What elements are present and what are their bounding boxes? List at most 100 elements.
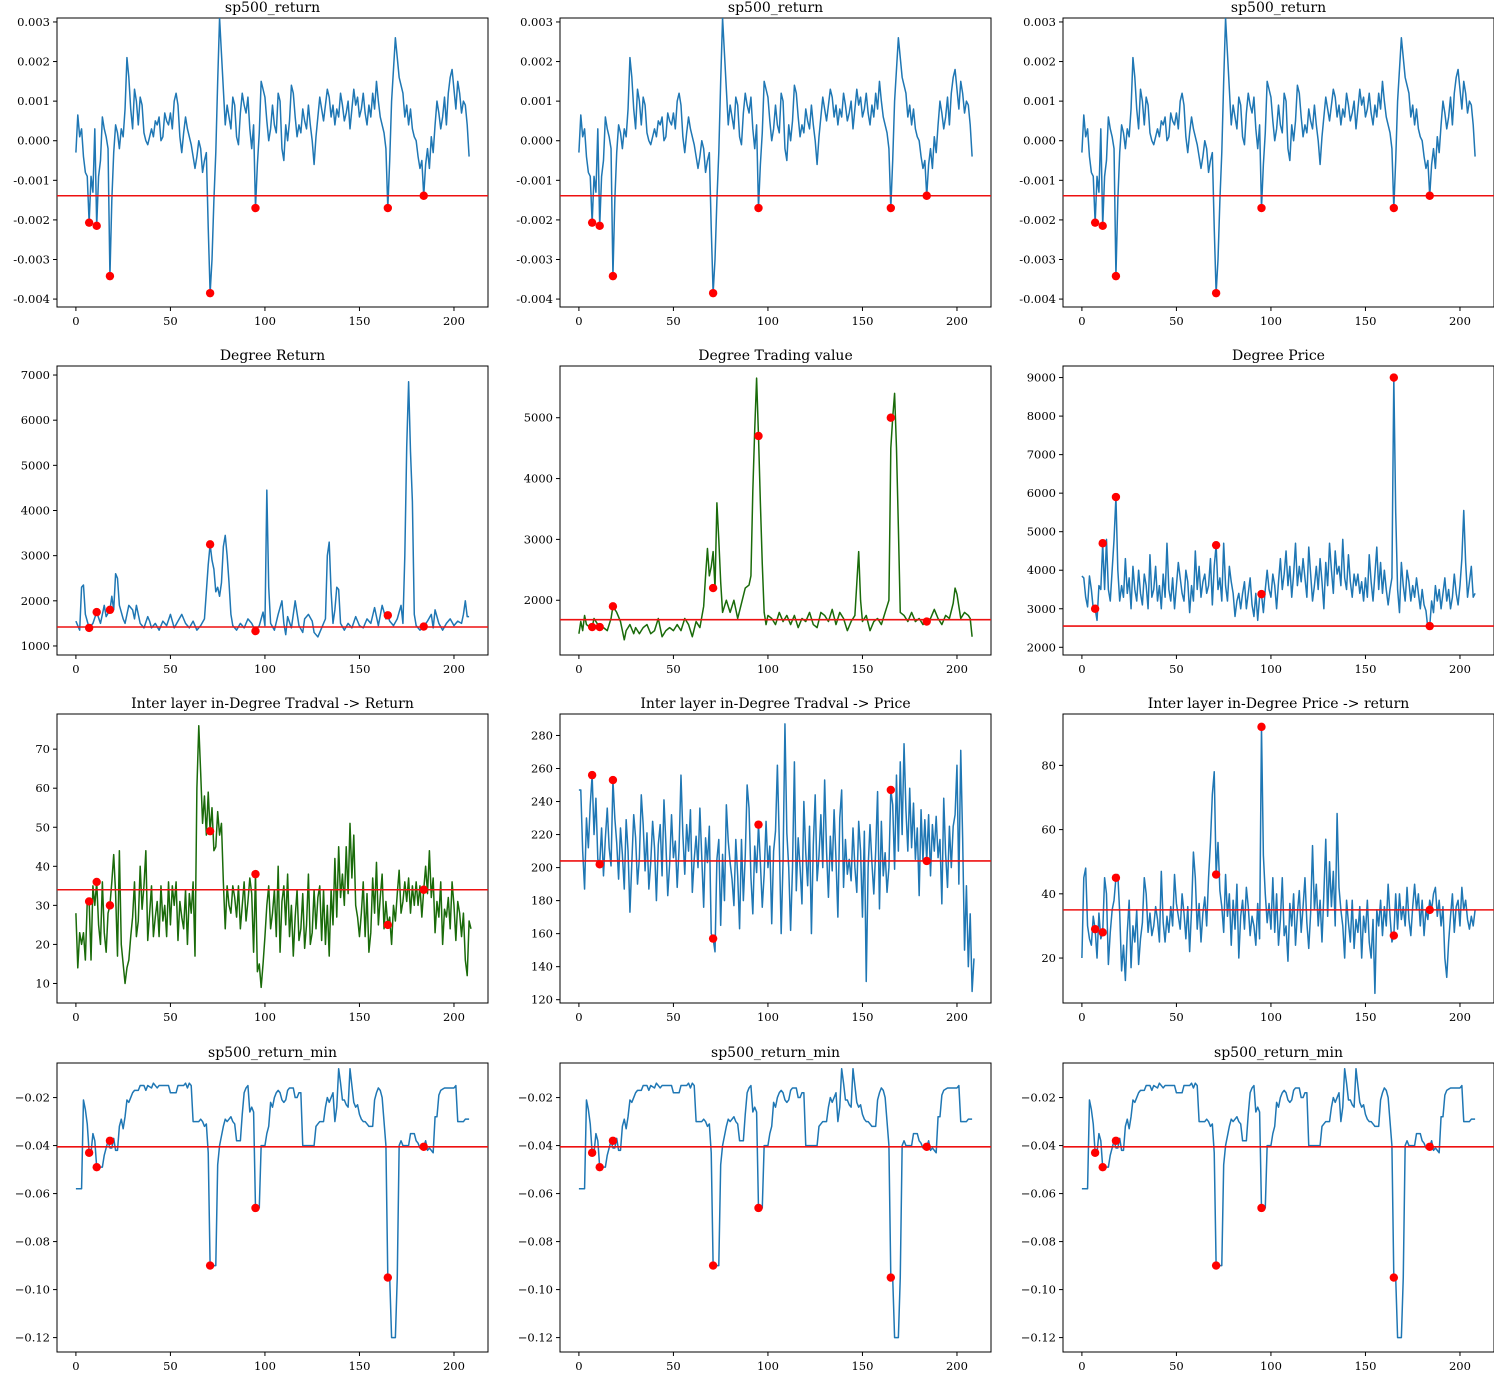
event-marker xyxy=(708,934,718,943)
event-marker xyxy=(105,271,115,281)
event-marker xyxy=(1098,221,1107,231)
y-tick-label: −0.12 xyxy=(15,1331,50,1345)
y-tick-label: -0.004 xyxy=(13,292,50,306)
series-line xyxy=(75,1068,470,1339)
event-marker xyxy=(419,1142,428,1151)
event-marker xyxy=(1098,1162,1107,1172)
event-marker xyxy=(205,540,215,549)
event-marker xyxy=(886,413,896,422)
event-marker xyxy=(1111,492,1121,502)
event-marker xyxy=(886,1273,896,1282)
y-tick-label: 80 xyxy=(1041,758,1056,772)
event-marker xyxy=(1211,288,1221,298)
event-marker xyxy=(708,288,718,298)
series-line xyxy=(75,381,470,638)
chart-panel: sp500_return 0 50 100 150 200 -0.004 -0.003 -0.0… xyxy=(1006,0,1494,335)
x-tick-label: 100 xyxy=(1260,1010,1282,1024)
y-tick-label: 160 xyxy=(531,927,553,941)
series-line xyxy=(75,724,472,989)
y-tick-label: 7000 xyxy=(1027,448,1056,462)
x-tick-label: 150 xyxy=(851,662,873,676)
event-marker xyxy=(1389,373,1399,382)
event-marker xyxy=(1425,1142,1434,1151)
y-tick-label: 4000 xyxy=(21,504,50,518)
chart-panel: Inter layer in-Degree Tradval -> Return 0… xyxy=(0,696,494,1031)
y-tick-label: 2000 xyxy=(1027,640,1056,654)
y-tick-label: −0.10 xyxy=(1021,1283,1056,1297)
x-tick-label: 50 xyxy=(1169,662,1184,676)
event-marker xyxy=(608,602,618,611)
chart-svg: sp500_return 0 50 100 150 200 -0.004 -0.003 -0.0… xyxy=(1019,0,1494,328)
y-tick-label: 0.003 xyxy=(17,15,50,29)
y-tick-label: -0.001 xyxy=(13,173,50,187)
x-tick-label: 150 xyxy=(851,1359,873,1373)
event-marker xyxy=(383,1273,393,1282)
y-tick-label: 7000 xyxy=(21,368,50,382)
x-tick-label: 200 xyxy=(443,1359,465,1373)
y-tick-label: 260 xyxy=(531,761,553,775)
event-marker xyxy=(1425,905,1434,915)
chart-panel: sp500_return_min 0 50 100 150 200 −0.12 −0.10 −0… xyxy=(1006,1045,1494,1380)
event-marker xyxy=(1098,539,1107,548)
y-tick-label: 0.003 xyxy=(1023,15,1056,29)
x-tick-label: 50 xyxy=(1169,1010,1184,1024)
axes-frame xyxy=(56,17,489,308)
event-marker xyxy=(1211,1261,1221,1270)
event-marker xyxy=(383,920,393,930)
chart-svg: Inter layer in-Degree Tradval -> Return 0… xyxy=(35,696,489,1024)
y-tick-label: −0.08 xyxy=(1021,1235,1056,1249)
series-line xyxy=(1081,18,1476,294)
event-marker xyxy=(419,885,428,894)
y-tick-label: -0.001 xyxy=(516,173,553,187)
event-marker xyxy=(84,897,94,906)
series-line xyxy=(578,723,975,993)
x-tick-label: 50 xyxy=(163,1010,178,1024)
series-line xyxy=(1081,376,1476,629)
event-marker xyxy=(1090,218,1100,227)
x-tick-label: 200 xyxy=(1449,314,1471,328)
event-marker xyxy=(1211,870,1221,879)
event-marker xyxy=(595,1162,604,1172)
y-tick-label: 60 xyxy=(1041,823,1056,837)
x-tick-label: 200 xyxy=(946,662,968,676)
chart-panel: sp500_return_min 0 50 100 150 200 −0.12 −0.10 −0… xyxy=(0,1045,494,1380)
event-marker xyxy=(383,611,393,620)
chart-title: sp500_return_min xyxy=(711,1045,840,1061)
x-tick-label: 0 xyxy=(575,1010,582,1024)
chart-svg: Inter layer in-Degree Tradval -> Price 0 5… xyxy=(531,696,992,1024)
y-tick-label: -0.003 xyxy=(1019,252,1056,266)
x-tick-label: 100 xyxy=(254,1010,276,1024)
x-tick-label: 100 xyxy=(254,1359,276,1373)
x-tick-label: 50 xyxy=(666,662,681,676)
x-tick-label: 150 xyxy=(348,1359,370,1373)
y-tick-label: 6000 xyxy=(21,413,50,427)
x-tick-label: 150 xyxy=(1354,1359,1376,1373)
x-tick-label: 50 xyxy=(163,314,178,328)
series-line xyxy=(1081,726,1476,995)
y-tick-label: -0.004 xyxy=(1019,292,1056,306)
chart-title: Inter layer in-Degree Price -> return xyxy=(1148,696,1410,712)
x-tick-label: 200 xyxy=(443,662,465,676)
x-tick-label: 200 xyxy=(946,1010,968,1024)
y-tick-label: 0.000 xyxy=(520,134,553,148)
chart-title: sp500_return_min xyxy=(208,1045,337,1061)
axes-frame xyxy=(1062,1062,1494,1353)
y-tick-label: 1000 xyxy=(21,639,50,653)
y-tick-label: 50 xyxy=(35,820,50,834)
event-marker xyxy=(1257,722,1266,732)
event-marker xyxy=(251,869,260,879)
x-tick-label: 50 xyxy=(666,314,681,328)
event-marker xyxy=(886,203,896,213)
axes-frame xyxy=(1062,365,1494,656)
x-tick-label: 50 xyxy=(1169,1359,1184,1373)
y-tick-label: −0.06 xyxy=(518,1187,553,1201)
y-tick-label: −0.10 xyxy=(15,1283,50,1297)
event-marker xyxy=(608,271,618,281)
event-marker xyxy=(383,203,393,213)
chart-title: sp500_return xyxy=(728,0,823,16)
event-marker xyxy=(105,605,115,615)
x-tick-label: 100 xyxy=(757,1010,779,1024)
y-tick-label: −0.02 xyxy=(1021,1091,1056,1105)
x-tick-label: 0 xyxy=(1078,1010,1085,1024)
chart-svg: Degree Trading value 0 50 100 150 200 2000 3000… xyxy=(524,348,992,676)
